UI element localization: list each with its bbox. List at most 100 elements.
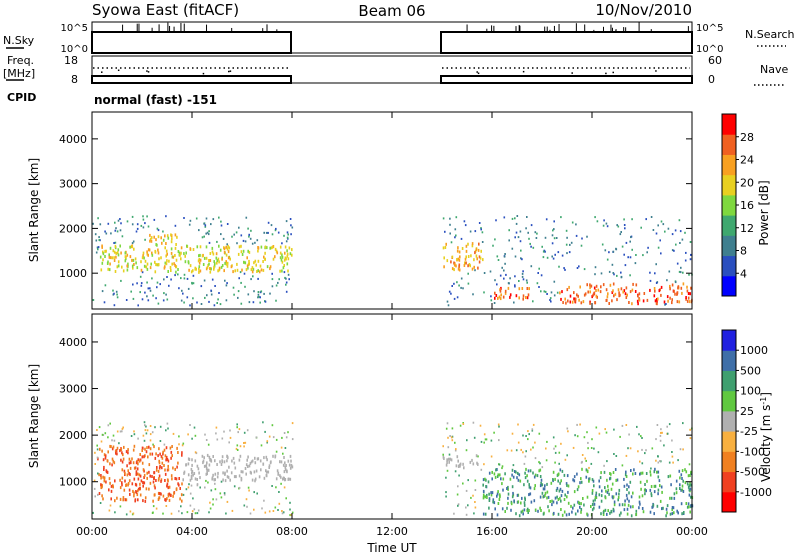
scatter-cell: [219, 303, 222, 306]
scatter-cell: [189, 219, 192, 222]
scatter-cell: [482, 483, 484, 487]
scatter-cell: [233, 461, 236, 465]
scatter-cell: [174, 477, 176, 480]
scatter-cell: [682, 271, 684, 274]
scatter-cell: [104, 249, 106, 253]
scatter-cell: [102, 475, 104, 479]
scatter-cell: [180, 251, 182, 255]
scatter-cell: [291, 248, 293, 252]
scatter-cell: [509, 277, 511, 280]
scatter-cell: [178, 435, 180, 438]
scatter-cell: [506, 449, 509, 452]
y-tick-label: 2000: [59, 222, 87, 235]
scatter-cell: [285, 497, 287, 500]
scatter-cell: [611, 482, 614, 486]
scatter-cell: [180, 257, 182, 261]
scatter-cell: [267, 470, 270, 474]
scatter-cell: [601, 243, 604, 246]
scatter-cell: [456, 258, 458, 261]
scatter-cell: [604, 486, 606, 490]
scatter-cell: [163, 278, 165, 281]
scatter-cell: [192, 274, 195, 277]
scatter-cell: [247, 465, 249, 468]
scatter-cell: [656, 470, 658, 474]
scatter-cell: [257, 269, 259, 273]
scatter-cell: [596, 295, 598, 299]
scatter-cell: [659, 499, 662, 503]
scatter-cell: [170, 456, 172, 460]
scatter-cell: [271, 485, 273, 487]
scatter-cell: [115, 251, 118, 255]
scatter-cell: [643, 292, 646, 295]
scatter-cell: [604, 508, 607, 512]
scatter-cell: [167, 427, 169, 430]
scatter-cell: [240, 244, 242, 248]
scatter-cell: [259, 264, 262, 268]
scatter-cell: [211, 278, 214, 281]
scatter-cell: [166, 482, 169, 486]
scatter-cell: [247, 249, 249, 253]
scatter-cell: [131, 264, 134, 268]
scatter-cell: [675, 479, 678, 483]
scatter-cell: [155, 452, 157, 456]
scatter-cell: [266, 470, 268, 474]
scatter-cell: [178, 443, 180, 446]
scatter-cell: [191, 463, 193, 467]
scatter-cell: [456, 249, 459, 253]
scatter-cell: [149, 447, 152, 451]
scatter-cell: [160, 256, 162, 260]
scatter-cell: [520, 448, 522, 451]
scatter-cell: [467, 282, 470, 285]
scatter-cell: [237, 290, 240, 293]
scatter-cell: [148, 487, 150, 491]
scatter-cell: [467, 272, 469, 275]
scatter-cell: [182, 442, 185, 445]
scatter-cell: [132, 297, 135, 300]
scatter-cell: [193, 426, 196, 429]
scatter-cell: [289, 218, 292, 220]
scatter-cell: [542, 487, 545, 491]
scatter-cell: [560, 442, 562, 445]
scatter-cell: [554, 445, 557, 448]
scatter-cell: [503, 269, 505, 272]
scatter-cell: [586, 431, 588, 434]
scatter-cell: [524, 498, 526, 501]
scatter-cell: [189, 492, 192, 495]
scatter-cell: [108, 477, 111, 481]
scatter-cell: [256, 492, 258, 495]
scatter-cell: [520, 257, 522, 260]
scatter-cell: [190, 484, 193, 487]
scatter-cell: [134, 257, 137, 261]
scatter-cell: [120, 279, 122, 282]
scatter-cell: [260, 245, 263, 249]
scatter-cell: [557, 251, 560, 254]
scatter-cell: [666, 279, 668, 282]
scatter-cell: [281, 260, 284, 264]
scatter-cell: [472, 462, 475, 466]
scatter-cell: [483, 272, 486, 274]
scatter-cell: [466, 439, 468, 442]
scatter-cell: [509, 477, 512, 481]
scatter-cell: [232, 286, 235, 289]
scatter-cell: [246, 256, 248, 260]
scatter-cell: [472, 421, 475, 424]
scatter-cell: [239, 445, 242, 448]
scatter-cell: [453, 261, 455, 265]
scatter-cell: [566, 454, 568, 457]
scatter-cell: [528, 493, 530, 497]
scatter-cell: [507, 501, 509, 505]
scatter-cell: [225, 299, 228, 302]
scatter-cell: [518, 473, 521, 477]
scatter-cell: [243, 445, 245, 448]
scatter-cell: [486, 493, 488, 497]
scatter-cell: [92, 299, 95, 301]
scatter-cell: [556, 486, 559, 490]
scatter-cell: [481, 231, 484, 234]
scatter-cell: [248, 235, 250, 238]
scatter-cell: [640, 435, 642, 438]
scatter-cell: [668, 461, 671, 464]
scatter-cell: [617, 498, 619, 502]
scatter-cell: [508, 239, 510, 242]
scatter-cell: [514, 255, 517, 258]
scatter-cell: [660, 220, 663, 223]
